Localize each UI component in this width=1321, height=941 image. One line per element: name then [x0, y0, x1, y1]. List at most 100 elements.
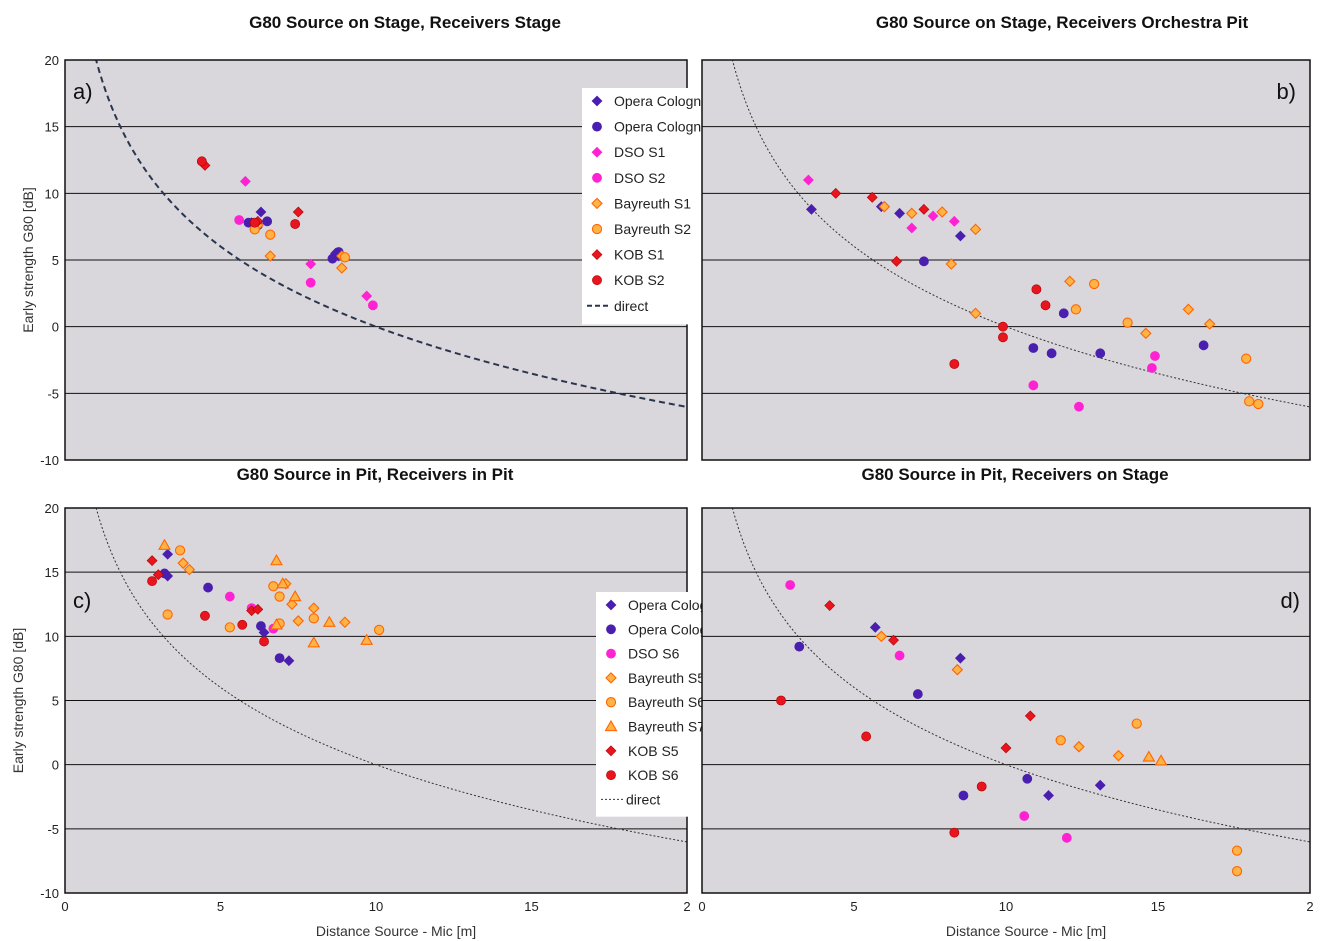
data-point: [1024, 710, 1036, 722]
data-point: [875, 630, 888, 643]
data-point: [1131, 718, 1142, 729]
y-tick-label: 20: [45, 501, 59, 516]
legend-marker: [591, 197, 603, 210]
panel-b: G80 Source on Stage, Receivers Orchestra…: [701, 13, 1311, 461]
legend-marker: [591, 223, 603, 235]
data-point: [1203, 318, 1216, 330]
plot-border: [701, 59, 1311, 461]
data-point: [927, 210, 939, 222]
data-point: [912, 689, 923, 699]
data-point: [322, 615, 336, 627]
data-point: [262, 216, 273, 227]
data-point: [1022, 773, 1033, 784]
panel-a: G80 Source on Stage, Receivers Stage 20 15…: [20, 13, 754, 468]
y-tick-label: 0: [52, 758, 59, 773]
y-axis-label: Early strength G80 [dB]: [20, 187, 36, 333]
data-point: [806, 203, 817, 215]
x-axis-label: Distance Source - Mic [m]: [316, 923, 476, 939]
series-6: [824, 600, 1036, 754]
data-point: [1055, 735, 1066, 746]
data-point: [1094, 779, 1106, 791]
data-point: [1070, 304, 1082, 315]
series-1: [159, 568, 285, 664]
data-point: [948, 215, 960, 227]
data-point: [949, 359, 960, 369]
data-point: [259, 636, 269, 647]
series-0: [869, 621, 1106, 801]
data-point: [152, 569, 164, 581]
data-point: [1043, 790, 1054, 801]
data-point: [998, 321, 1008, 332]
panel-title: G80 Source in Pit, Receivers on Stage: [861, 465, 1168, 484]
data-point: [830, 187, 842, 199]
legend-label: direct: [614, 298, 648, 314]
series-1: [794, 641, 1033, 801]
legend-label: Bayreuth S5: [628, 670, 705, 686]
data-point: [292, 206, 304, 218]
panel-d: G80 Source in Pit, Receivers on Stage 0 5 1…: [698, 465, 1313, 939]
legend-label: Opera Cologne: [628, 621, 723, 637]
data-point: [305, 258, 317, 270]
data-point: [936, 206, 948, 218]
legend-marker: [592, 275, 602, 286]
legend-label: direct: [626, 791, 660, 807]
legend-label: KOB S1: [614, 247, 665, 263]
legend-label: DSO S2: [614, 170, 666, 186]
data-point: [158, 538, 171, 550]
series-2: [239, 175, 373, 302]
legend-label: Bayreuth S7: [628, 719, 705, 735]
data-point: [1089, 278, 1100, 290]
data-point: [361, 290, 373, 302]
data-point: [292, 615, 305, 627]
data-point: [1253, 398, 1264, 410]
panel-title: G80 Source on Stage, Receivers Orchestra…: [876, 13, 1249, 32]
legend-marker: [591, 146, 603, 158]
y-tick-label: -5: [47, 386, 59, 401]
data-point: [1231, 845, 1243, 856]
data-point: [969, 307, 982, 320]
data-point: [1040, 300, 1051, 311]
data-point: [147, 576, 157, 587]
x-tick-label: 2: [1306, 899, 1313, 914]
data-point: [894, 650, 905, 661]
data-point: [283, 655, 295, 667]
data-point: [1140, 327, 1152, 340]
data-point: [162, 548, 174, 560]
x-tick-label: 15: [1151, 899, 1165, 914]
data-point: [308, 613, 319, 624]
data-point: [270, 618, 283, 630]
data-point: [224, 622, 235, 633]
data-point: [308, 602, 320, 614]
data-point: [954, 230, 966, 242]
legend-label: KOB S2: [614, 272, 665, 288]
y-tick-label: 0: [52, 320, 59, 335]
data-point: [949, 827, 960, 838]
data-point: [1122, 317, 1133, 328]
legend-label: Bayreuth S1: [614, 195, 691, 211]
data-point: [954, 652, 966, 664]
legend-marker: [606, 648, 616, 659]
data-point: [200, 610, 210, 621]
series-6: [830, 187, 930, 267]
data-point: [367, 300, 378, 311]
series-2: [785, 580, 1072, 843]
data-point: [274, 653, 285, 664]
data-point: [276, 577, 290, 589]
direct-curve: [731, 60, 1310, 408]
y-tick-label: 5: [52, 694, 59, 709]
data-point: [339, 252, 351, 263]
data-point: [270, 554, 283, 566]
panel-letter: d): [1280, 588, 1300, 613]
data-point: [307, 636, 321, 648]
y-axis-label: Early strength G80 [dB]: [10, 628, 26, 774]
y-tick-label: -10: [40, 886, 59, 901]
legend-marker: [592, 172, 602, 183]
data-point: [286, 598, 298, 611]
data-point: [969, 223, 982, 236]
data-point: [869, 621, 881, 633]
legend-marker: [605, 697, 617, 708]
data-point: [268, 581, 279, 592]
data-point: [305, 277, 316, 288]
data-point: [1064, 275, 1076, 288]
